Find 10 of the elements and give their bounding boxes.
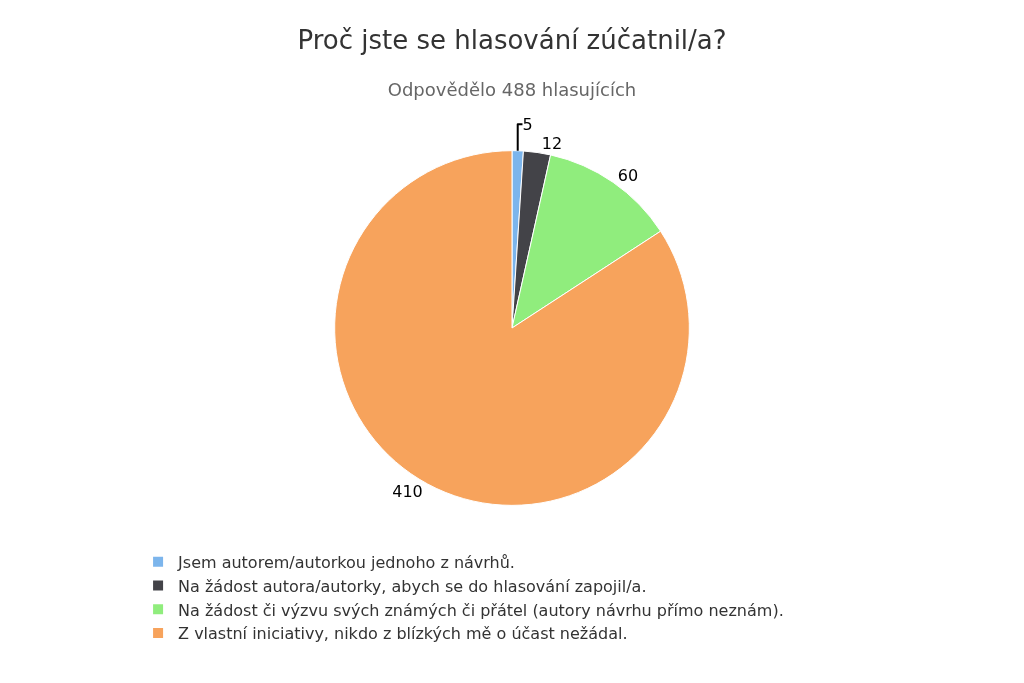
chart-title: Proč jste se hlasování zúčatnil/a? — [297, 24, 727, 55]
legend-label: Jsem autorem/autorkou jednoho z návrhů. — [177, 552, 515, 572]
data-label: 12 — [541, 133, 563, 153]
data-label: 60 — [617, 166, 639, 186]
legend-label: Na žádost autora/autorky, abych se do hlasování zapojil/a. — [178, 576, 647, 596]
data-label: 410 — [392, 481, 423, 501]
legend-label: Na žádost či výzvu svých známých či přátel (autory návrhu přímo neznám). — [178, 600, 784, 620]
chart-subtitle: Odpovědělo 488 hlasujících — [387, 79, 637, 101]
legend-label: Z vlastní iniciativy, nikdo z blízkých mě o účast nežádal. — [178, 624, 628, 644]
data-label: 5 — [522, 114, 533, 134]
